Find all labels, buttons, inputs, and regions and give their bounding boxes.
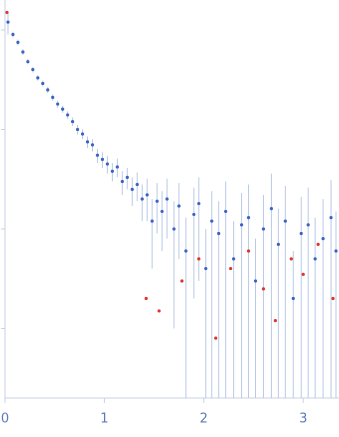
point bbox=[224, 209, 228, 214]
point bbox=[145, 193, 149, 197]
point bbox=[135, 182, 139, 187]
point bbox=[316, 242, 320, 246]
point bbox=[41, 81, 45, 86]
point bbox=[157, 309, 161, 313]
point bbox=[85, 140, 90, 144]
point bbox=[334, 249, 338, 253]
point bbox=[75, 127, 80, 132]
point bbox=[31, 67, 35, 72]
x-tick-label: 2 bbox=[200, 412, 208, 427]
x-tick-label: 1 bbox=[100, 412, 108, 427]
point bbox=[125, 175, 129, 179]
point bbox=[276, 242, 280, 246]
point bbox=[192, 212, 196, 217]
point bbox=[197, 257, 201, 261]
point bbox=[100, 157, 105, 162]
point bbox=[313, 257, 317, 261]
point bbox=[177, 204, 181, 208]
point bbox=[36, 76, 40, 80]
point bbox=[115, 165, 119, 169]
point bbox=[90, 143, 95, 147]
point bbox=[140, 197, 144, 201]
point bbox=[239, 223, 244, 227]
point bbox=[70, 119, 75, 124]
point bbox=[144, 296, 148, 301]
point bbox=[301, 272, 305, 276]
point bbox=[180, 279, 184, 283]
point bbox=[291, 296, 295, 301]
point bbox=[21, 50, 25, 54]
point bbox=[56, 102, 60, 106]
point bbox=[217, 231, 221, 236]
point bbox=[66, 113, 70, 117]
point bbox=[197, 201, 201, 206]
point bbox=[11, 32, 15, 37]
point bbox=[229, 266, 233, 271]
point bbox=[306, 223, 310, 227]
point bbox=[61, 107, 65, 111]
point bbox=[204, 266, 208, 271]
point bbox=[110, 169, 114, 173]
point bbox=[16, 40, 20, 44]
point bbox=[160, 209, 164, 214]
point bbox=[246, 216, 251, 220]
point bbox=[155, 199, 159, 203]
x-tick-label: 0 bbox=[1, 412, 9, 427]
point bbox=[46, 88, 50, 92]
point bbox=[26, 60, 30, 64]
point bbox=[172, 227, 176, 231]
point bbox=[253, 279, 258, 283]
point bbox=[210, 219, 214, 223]
point bbox=[283, 219, 287, 223]
point bbox=[105, 162, 109, 166]
point bbox=[273, 318, 277, 323]
point bbox=[95, 153, 100, 157]
point bbox=[5, 10, 9, 15]
point bbox=[299, 231, 303, 236]
x-tick-label: 3 bbox=[299, 412, 307, 427]
point bbox=[165, 197, 169, 201]
point bbox=[6, 20, 10, 24]
point bbox=[150, 219, 154, 223]
point bbox=[261, 287, 266, 291]
point bbox=[269, 207, 273, 211]
point bbox=[214, 336, 218, 340]
point bbox=[232, 257, 236, 261]
point bbox=[331, 296, 335, 301]
point bbox=[120, 179, 124, 184]
point bbox=[261, 227, 266, 231]
point bbox=[80, 132, 85, 136]
point bbox=[321, 236, 325, 241]
point bbox=[51, 95, 55, 99]
point bbox=[329, 216, 333, 220]
point bbox=[246, 249, 251, 253]
point bbox=[184, 249, 188, 253]
point bbox=[130, 187, 134, 191]
point bbox=[289, 257, 293, 261]
